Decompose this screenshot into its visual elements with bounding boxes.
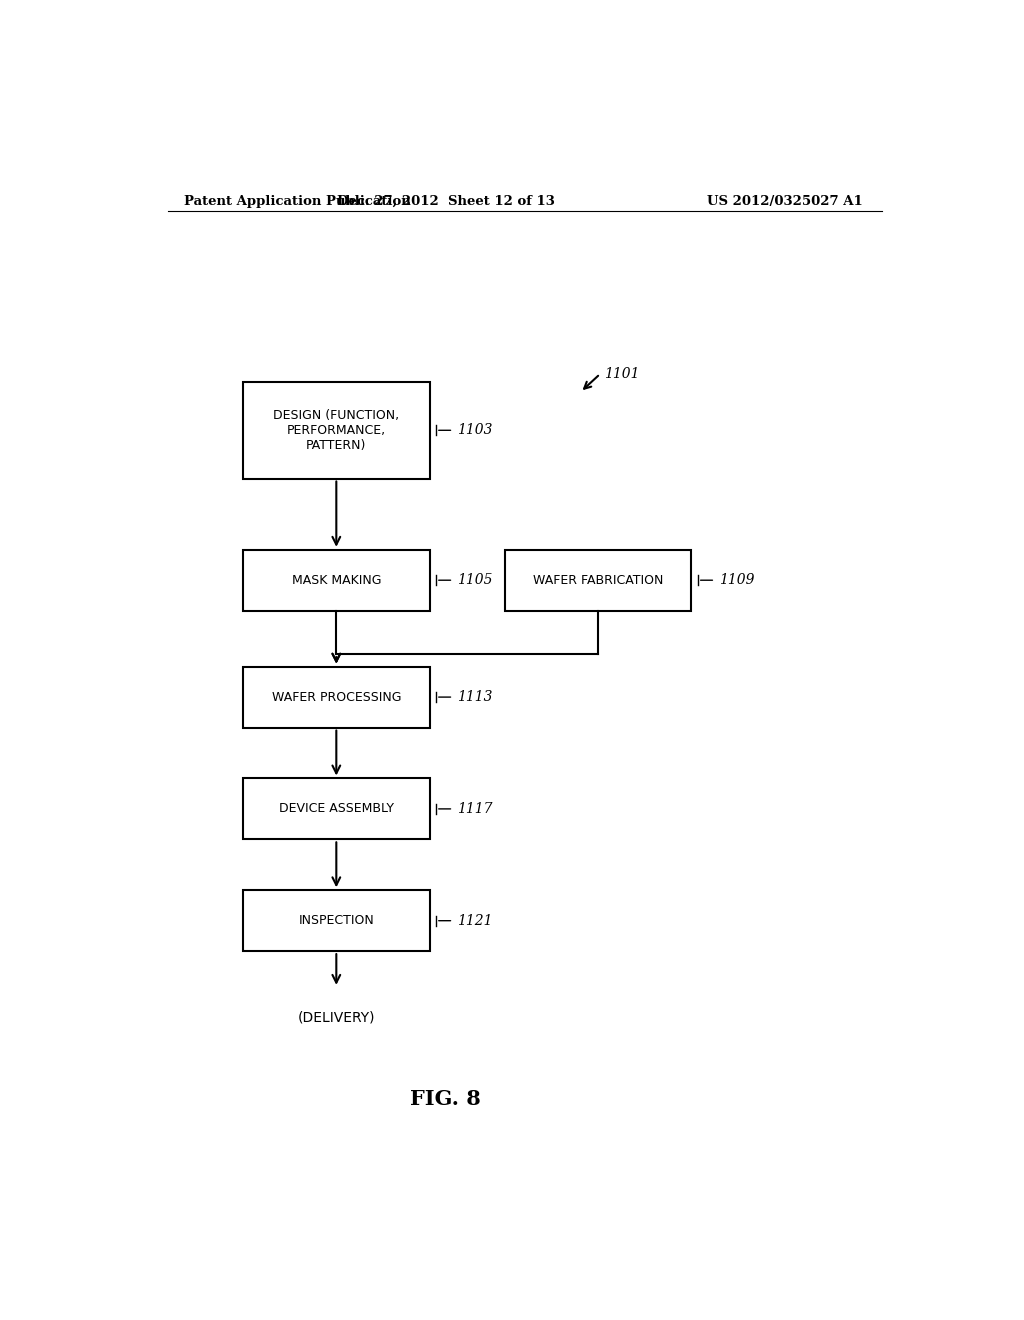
Text: MASK MAKING: MASK MAKING	[292, 574, 381, 586]
Text: 1121: 1121	[458, 913, 493, 928]
Text: WAFER FABRICATION: WAFER FABRICATION	[534, 574, 664, 586]
Text: (DELIVERY): (DELIVERY)	[298, 1010, 376, 1024]
Bar	[505, 549, 691, 611]
Text: WAFER PROCESSING: WAFER PROCESSING	[271, 690, 401, 704]
Text: 1105: 1105	[458, 573, 493, 587]
Bar	[243, 667, 430, 727]
Text: 1101: 1101	[604, 367, 640, 381]
Bar	[243, 549, 430, 611]
Text: 1103: 1103	[458, 424, 493, 437]
Text: INSPECTION: INSPECTION	[298, 915, 374, 927]
Text: DEVICE ASSEMBLY: DEVICE ASSEMBLY	[279, 803, 394, 816]
Text: US 2012/0325027 A1: US 2012/0325027 A1	[708, 194, 863, 207]
Text: FIG. 8: FIG. 8	[410, 1089, 481, 1109]
Bar	[243, 779, 430, 840]
Text: DESIGN (FUNCTION,
PERFORMANCE,
PATTERN): DESIGN (FUNCTION, PERFORMANCE, PATTERN)	[273, 409, 399, 451]
Text: Dec. 27, 2012  Sheet 12 of 13: Dec. 27, 2012 Sheet 12 of 13	[337, 194, 554, 207]
Text: Patent Application Publication: Patent Application Publication	[183, 194, 411, 207]
Text: 1109: 1109	[719, 573, 755, 587]
Bar	[243, 381, 430, 479]
Text: 1117: 1117	[458, 801, 493, 816]
Text: 1113: 1113	[458, 690, 493, 704]
Bar	[243, 890, 430, 952]
